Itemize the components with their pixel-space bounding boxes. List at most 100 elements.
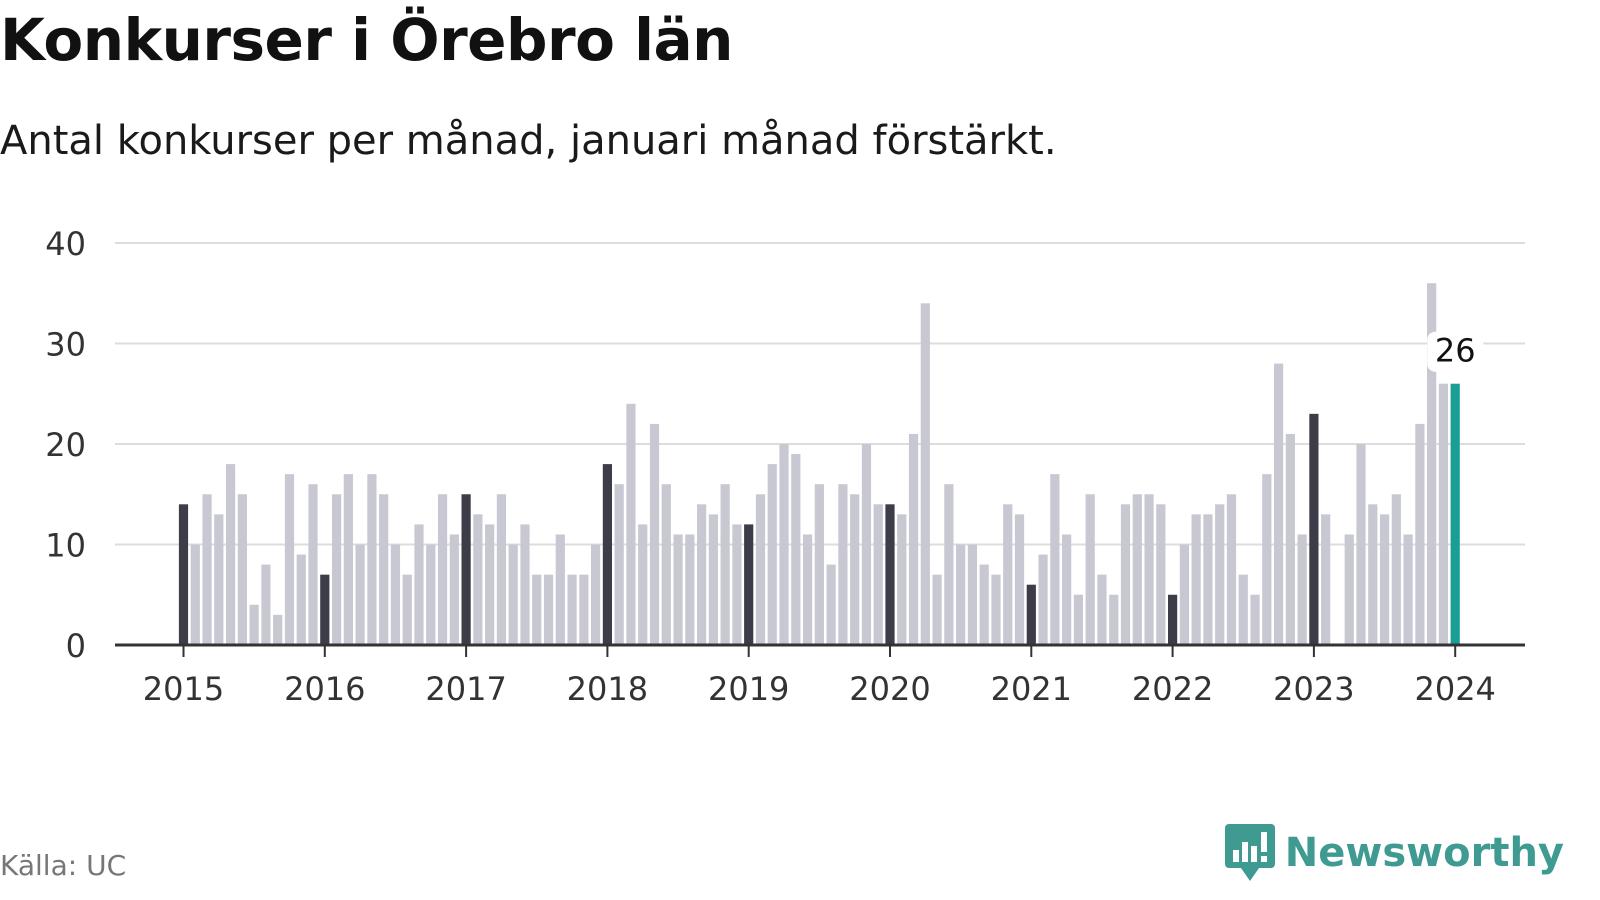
bar xyxy=(932,574,942,645)
bar-latest xyxy=(1450,383,1460,645)
bar xyxy=(1003,504,1013,645)
bar xyxy=(1097,574,1107,645)
bar xyxy=(273,614,283,645)
bar xyxy=(390,544,401,645)
bar-january xyxy=(320,574,330,645)
bar-january xyxy=(885,504,895,645)
bar xyxy=(708,514,718,645)
bar xyxy=(402,574,412,645)
bar xyxy=(767,464,777,645)
y-tick-label: 30 xyxy=(45,326,86,364)
x-tick-label: 2022 xyxy=(1132,670,1213,708)
y-tick-label: 40 xyxy=(45,225,86,263)
newsworthy-logo-text: Newsworthy xyxy=(1284,830,1564,876)
x-tick-label: 2018 xyxy=(567,670,648,708)
bar-january xyxy=(744,524,754,645)
bar xyxy=(1144,494,1154,645)
bar xyxy=(1014,514,1025,645)
bar xyxy=(732,524,742,645)
bar xyxy=(379,494,389,645)
x-tick-label: 2021 xyxy=(991,670,1072,708)
bar xyxy=(897,514,907,645)
annotation-label: 26 xyxy=(1435,332,1476,370)
bar xyxy=(826,564,836,645)
bar xyxy=(1203,514,1213,645)
bar-january xyxy=(1026,584,1036,645)
bar xyxy=(861,444,872,645)
annotations: 26 xyxy=(1427,331,1484,372)
bar xyxy=(1062,534,1072,645)
bar xyxy=(838,484,848,645)
y-tick-label: 10 xyxy=(45,527,86,565)
bar xyxy=(308,484,318,645)
bar xyxy=(426,544,436,645)
x-tick-label: 2023 xyxy=(1273,670,1354,708)
bar xyxy=(1262,474,1272,645)
x-tick-label: 2024 xyxy=(1414,670,1495,708)
bar xyxy=(343,474,353,645)
bar-january xyxy=(1168,594,1178,645)
bar xyxy=(1038,554,1048,645)
bar-january xyxy=(602,464,612,645)
chart-subtitle: Antal konkurser per månad, januari månad… xyxy=(0,118,1057,164)
bar xyxy=(367,474,377,645)
bar xyxy=(237,494,247,645)
bar xyxy=(685,534,695,645)
y-tick-label: 0 xyxy=(66,627,86,665)
annotation-bg xyxy=(1427,331,1484,372)
bar xyxy=(1215,504,1225,645)
bar xyxy=(649,423,660,645)
bar xyxy=(261,564,271,645)
bar xyxy=(979,564,989,645)
bar-january xyxy=(461,494,471,645)
bar xyxy=(1120,504,1131,645)
x-tick-label: 2020 xyxy=(849,670,930,708)
newsworthy-logo: Newsworthy xyxy=(1224,824,1564,882)
bar-january xyxy=(178,504,189,645)
bar xyxy=(296,554,306,645)
x-tick-label: 2017 xyxy=(425,670,506,708)
bar xyxy=(1156,504,1166,645)
bar xyxy=(944,484,954,645)
bar xyxy=(1391,494,1401,645)
bar xyxy=(802,534,813,645)
bar xyxy=(508,544,518,645)
bar xyxy=(532,574,542,645)
bar xyxy=(284,474,295,645)
bar xyxy=(1109,594,1119,645)
bar xyxy=(920,303,930,645)
x-tick-label: 2016 xyxy=(284,670,365,708)
y-tick-label: 20 xyxy=(45,426,86,464)
bar xyxy=(1403,534,1413,645)
bar xyxy=(202,494,212,645)
bar xyxy=(555,534,565,645)
bar xyxy=(991,574,1001,645)
bar xyxy=(520,524,530,645)
bar xyxy=(591,544,601,645)
bar xyxy=(1273,363,1284,645)
bar xyxy=(873,504,883,645)
bar xyxy=(967,544,978,645)
bar xyxy=(1285,433,1295,645)
bar xyxy=(190,544,200,645)
bar xyxy=(331,494,342,645)
bar xyxy=(1427,283,1437,645)
bar xyxy=(908,433,919,645)
bar xyxy=(543,574,554,645)
bar xyxy=(956,544,966,645)
bar xyxy=(1379,514,1390,645)
bar xyxy=(485,524,495,645)
bar xyxy=(214,514,224,645)
bar-january xyxy=(1309,413,1319,645)
bar xyxy=(814,484,824,645)
bar xyxy=(791,454,801,645)
bar xyxy=(1226,494,1237,645)
bar xyxy=(567,574,577,645)
bar xyxy=(1179,544,1189,645)
bar xyxy=(1085,494,1095,645)
bar xyxy=(673,534,683,645)
axes: 0 10 20 30 40 2015 2016 2017 2018 2019 2020 2021 202… xyxy=(45,225,1525,708)
bar xyxy=(496,494,507,645)
bar xyxy=(1132,494,1142,645)
